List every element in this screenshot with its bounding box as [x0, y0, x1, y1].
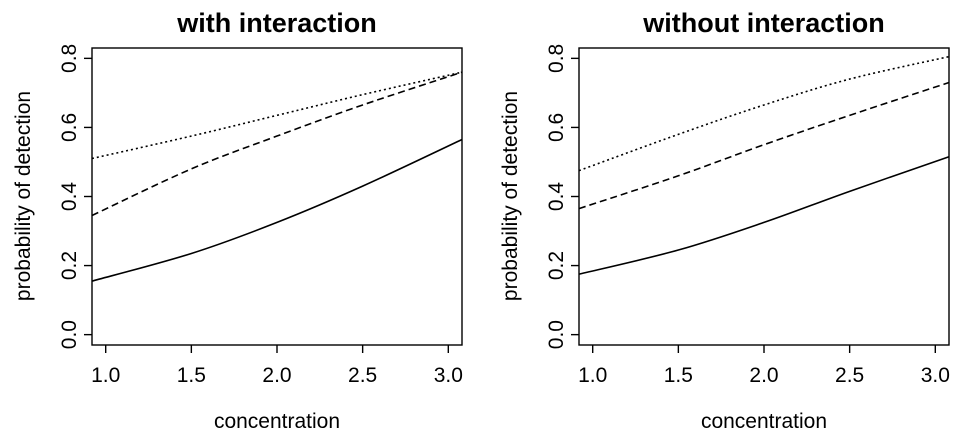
plot-frame — [91, 47, 463, 346]
chart-title: with interaction — [176, 8, 377, 38]
x-tick-label: 1.0 — [578, 364, 607, 387]
y-tick-label: 0.8 — [58, 44, 81, 73]
x-tick-label: 2.0 — [262, 364, 291, 387]
y-axis-label: probability of detection — [499, 91, 522, 301]
y-tick-label: 0.2 — [58, 251, 81, 280]
x-axis-ticks: 1.0 1.5 2.0 2.5 3.0 — [578, 345, 950, 387]
y-tick-label: 0.0 — [545, 320, 568, 349]
x-tick-label: 2.0 — [749, 364, 778, 387]
x-tick-label: 2.5 — [348, 364, 377, 387]
chart-title: without interaction — [642, 8, 884, 38]
series-line-dotted — [91, 71, 463, 160]
y-tick-label: 0.0 — [58, 320, 81, 349]
y-axis-label: probability of detection — [12, 91, 35, 301]
x-tick-label: 3.0 — [434, 364, 463, 387]
x-axis-label: concentration — [214, 410, 340, 433]
series-group — [91, 71, 463, 282]
x-axis-label: concentration — [701, 410, 827, 433]
y-tick-label: 0.6 — [545, 113, 568, 142]
series-line-dashed — [578, 81, 950, 210]
panel-without-interaction: without interaction concentration probab… — [499, 8, 950, 433]
x-tick-label: 3.0 — [921, 364, 950, 387]
series-line-dotted — [578, 55, 950, 172]
x-tick-label: 1.5 — [664, 364, 693, 387]
y-tick-label: 0.4 — [58, 182, 81, 212]
y-tick-label: 0.8 — [545, 44, 568, 73]
x-tick-label: 1.0 — [91, 364, 120, 387]
y-axis-ticks: 0.0 0.2 0.4 0.6 0.8 — [545, 44, 579, 349]
y-tick-label: 0.6 — [58, 113, 81, 142]
x-axis-ticks: 1.0 1.5 2.0 2.5 3.0 — [91, 345, 463, 387]
x-tick-label: 1.5 — [177, 364, 206, 387]
plot-frame — [578, 47, 950, 346]
series-line-dashed — [91, 71, 463, 217]
y-axis-ticks: 0.0 0.2 0.4 0.6 0.8 — [58, 44, 92, 349]
y-tick-label: 0.2 — [545, 251, 568, 280]
x-tick-label: 2.5 — [835, 364, 864, 387]
series-line-solid — [91, 138, 463, 282]
panel-with-interaction: with interaction concentration probabili… — [12, 8, 463, 433]
y-tick-label: 0.4 — [545, 182, 568, 212]
series-line-solid — [578, 156, 950, 275]
series-group — [578, 55, 950, 275]
